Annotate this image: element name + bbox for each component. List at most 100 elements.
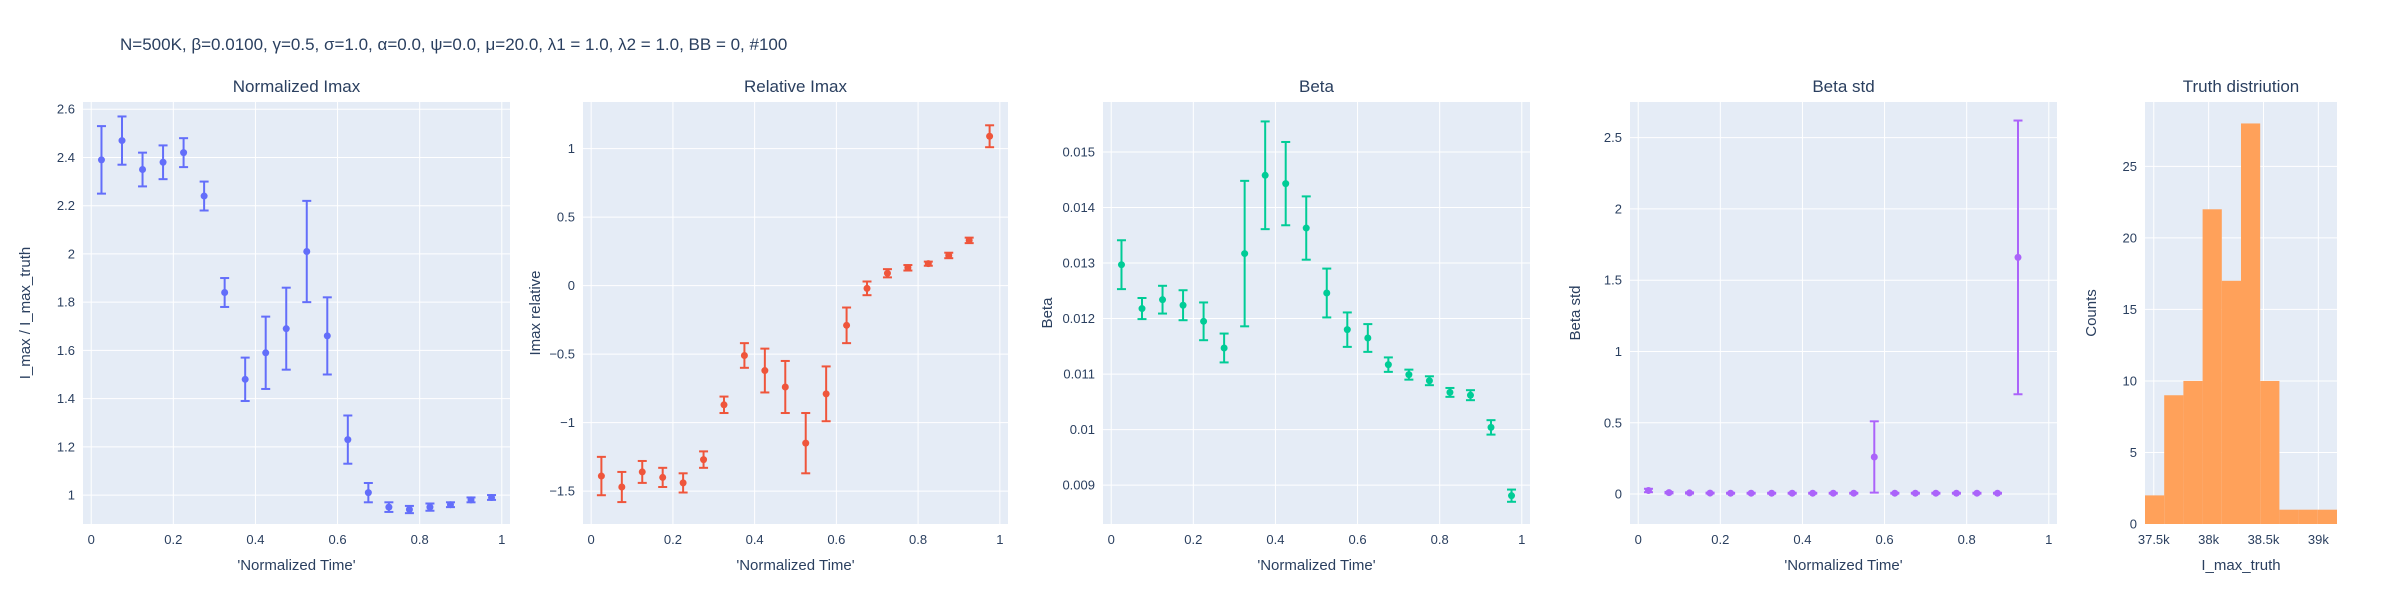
y-tick-label: 0.015: [1062, 144, 1095, 159]
histogram-bar: [2298, 509, 2318, 524]
data-point: [1466, 391, 1474, 399]
data-point: [1343, 326, 1351, 334]
y-tick-label: 0: [1615, 487, 1622, 502]
y-tick-label: 0.5: [1604, 415, 1622, 430]
data-point: [1850, 489, 1858, 497]
y-tick-label: 0.011: [1063, 367, 1095, 382]
panel-relative-imax: 0 0.2 0.4 0.6 0.8 1 −1.5 −1 −0.5 0 0.5 1 Relative Im…: [527, 77, 1008, 574]
x-tick-label: 0.6: [1876, 532, 1894, 547]
y-tick-label: 1.6: [57, 343, 75, 358]
x-tick-label: 0.2: [664, 532, 682, 547]
data-point: [1891, 489, 1899, 497]
data-point: [1911, 489, 1919, 497]
data-point: [1952, 489, 1960, 497]
y-axis-title: I_max / I_max_truth: [17, 247, 34, 380]
data-point: [1809, 489, 1817, 497]
y-tick-label: 2.6: [57, 102, 75, 117]
y-tick-label: 0: [2130, 517, 2137, 532]
y-tick-label: 0.014: [1062, 200, 1095, 215]
data-point: [97, 156, 105, 164]
x-tick-label: 0.8: [909, 532, 927, 547]
x-tick-label: 0: [88, 532, 95, 547]
x-tick-label: 39k: [2308, 532, 2329, 547]
x-tick-label: 0.8: [1431, 532, 1449, 547]
data-point: [1993, 489, 2001, 497]
panel-normalized-imax: 0 0.2 0.4 0.6 0.8 1 1 1.2 1.4 1.6 1.8 2 2.2 2.4 2.6 Nor…: [17, 77, 510, 574]
subplot-title: Relative Imax: [744, 77, 847, 96]
data-point: [904, 264, 912, 272]
y-tick-label: 0: [568, 278, 575, 293]
data-point: [945, 251, 953, 259]
data-point: [659, 473, 667, 481]
data-point: [159, 158, 167, 166]
data-point: [618, 483, 626, 491]
y-tick-label: −1.5: [549, 484, 575, 499]
subplot-title: Normalized Imax: [233, 77, 361, 96]
y-tick-label: 1: [68, 488, 75, 503]
x-tick-label: 1: [2045, 532, 2052, 547]
x-tick-label: 0.2: [1711, 532, 1729, 547]
data-point: [1323, 289, 1331, 297]
x-tick-label: 0: [1635, 532, 1642, 547]
histogram-bar: [2145, 495, 2165, 524]
data-point: [323, 332, 331, 340]
x-tick-label: 0.8: [1958, 532, 1976, 547]
data-point: [1973, 489, 1981, 497]
data-point: [200, 192, 208, 200]
data-point: [924, 260, 932, 268]
plot-area: [583, 102, 1008, 524]
data-point: [467, 496, 475, 504]
y-tick-label: 20: [2123, 230, 2137, 245]
y-tick-label: 1.2: [57, 439, 75, 454]
data-point: [679, 479, 687, 487]
data-point: [1644, 486, 1652, 494]
data-point: [822, 390, 830, 398]
x-tick-label: 38k: [2198, 532, 2219, 547]
data-point: [802, 439, 810, 447]
x-tick-label: 0.8: [411, 532, 429, 547]
y-tick-label: 0.009: [1062, 478, 1095, 493]
y-tick-label: −0.5: [549, 347, 575, 362]
data-point: [883, 269, 891, 277]
y-tick-label: −1: [560, 415, 575, 430]
plot-area: [1103, 102, 1530, 524]
y-tick-label: 2.5: [1604, 130, 1622, 145]
data-point: [1425, 377, 1433, 385]
data-point: [1261, 171, 1269, 179]
data-point: [843, 321, 851, 329]
data-point: [1159, 296, 1167, 304]
histogram-bar: [2279, 509, 2299, 524]
data-point: [1405, 371, 1413, 379]
x-tick-label: 0.4: [1793, 532, 1811, 547]
x-tick-label: 0.4: [746, 532, 764, 547]
data-point: [1179, 301, 1187, 309]
data-point: [446, 501, 454, 509]
data-point: [2014, 253, 2022, 261]
data-point: [1241, 250, 1249, 258]
data-point: [720, 401, 728, 409]
data-point: [781, 383, 789, 391]
data-point: [597, 472, 605, 480]
x-tick-label: 0.6: [329, 532, 347, 547]
x-tick-label: 0.4: [1266, 532, 1284, 547]
data-point: [965, 236, 973, 244]
data-point: [1508, 492, 1516, 500]
data-point: [1768, 489, 1776, 497]
x-tick-label: 38.5k: [2248, 532, 2280, 547]
x-tick-label: 0.6: [1349, 532, 1367, 547]
x-axis-title: 'Normalized Time': [237, 557, 355, 574]
y-tick-label: 1.4: [57, 391, 75, 406]
x-tick-label: 0: [1108, 532, 1115, 547]
y-axis-title: Beta std: [1567, 285, 1584, 340]
panel-beta: 0 0.2 0.4 0.6 0.8 1 0.009 0.01 0.011 0.012 0.013 0.…: [1039, 77, 1530, 574]
data-point: [426, 503, 434, 511]
y-tick-label: 2.2: [57, 198, 75, 213]
data-point: [986, 132, 994, 140]
x-axis-title: I_max_truth: [2201, 557, 2280, 574]
subplot-title: Beta std: [1812, 77, 1874, 96]
y-axis-title: Imax relative: [527, 270, 544, 355]
histogram-bar: [2260, 380, 2280, 524]
data-point: [1788, 489, 1796, 497]
data-point: [405, 506, 413, 514]
x-tick-label: 1: [1518, 532, 1525, 547]
